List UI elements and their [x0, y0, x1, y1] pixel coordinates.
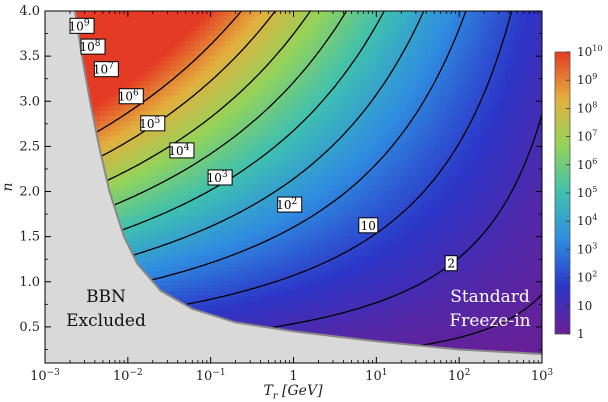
y-tick-label: 3.0 [19, 94, 40, 109]
contour-label-2: 2 [444, 255, 458, 272]
colorbar-tick-label: 102 [577, 270, 597, 285]
contour-label-100000000: 108 [80, 38, 106, 55]
y-tick-label: 3.5 [19, 49, 40, 64]
colorbar-tick-label: 105 [577, 185, 597, 200]
colorbar-tick-label: 1010 [577, 44, 602, 59]
y-axis-title: n [0, 182, 16, 191]
colorbar-tick-label: 109 [577, 72, 597, 87]
x-tick-label: 10−1 [196, 368, 226, 384]
region-labels: BBN Excluded Standard Freeze-in [66, 287, 531, 331]
excluded-label-line: Excluded [66, 311, 146, 331]
y-tick-label: 4.0 [19, 4, 40, 19]
x-axis: 10−3 10−2 10−1 1 101 102 103 [30, 11, 553, 384]
x-tick-label: 10−2 [113, 368, 143, 384]
y-tick-label: 1.5 [19, 230, 40, 245]
colorbar-tick-label: 103 [577, 241, 597, 256]
x-axis-title: Tr [GeV] [263, 383, 323, 402]
colorbar-tick-label: 10 [577, 299, 592, 313]
x-tick-label: 101 [365, 368, 387, 384]
excluded-area [45, 11, 542, 363]
x-tick-label: 1 [289, 369, 297, 384]
y-tick-label: 0.5 [19, 320, 40, 335]
contour-label-1000000000: 109 [69, 17, 95, 34]
standard-label-line: Standard [450, 287, 530, 307]
y-tick-label: 1.0 [19, 275, 40, 290]
x-tick-label: 103 [531, 368, 554, 384]
excluded-label-line: BBN [86, 287, 126, 307]
colorbar-tick-label: 1 [577, 327, 585, 341]
y-tick-label: 2.5 [19, 139, 40, 154]
x-tick-label: 102 [448, 368, 470, 384]
contour-label-10000000: 107 [93, 61, 119, 78]
colorbar-tick-label: 108 [577, 100, 597, 115]
x-tick-label: 10−3 [30, 368, 60, 384]
y-axis: 0.5 1.0 1.5 2.0 2.5 3.0 3.5 4.0 [19, 4, 542, 350]
colorbar-tick-label: 107 [577, 129, 597, 144]
y-tick-label: 2.0 [19, 185, 40, 200]
contour-label-10000: 104 [168, 142, 195, 159]
colorbar-tick-label: 104 [577, 213, 597, 228]
contour-label-10: 10 [358, 217, 379, 234]
contour-label-100000: 105 [139, 115, 166, 132]
colorbar-tick-label: 106 [577, 157, 597, 172]
excluded-region [45, 11, 542, 363]
excluded-boundary [74, 11, 542, 355]
contour-label-1000: 103 [207, 169, 233, 186]
standard-label-line: Freeze-in [449, 311, 530, 331]
contour-label-100: 102 [276, 196, 303, 213]
contour-label-1000000: 106 [118, 88, 144, 105]
